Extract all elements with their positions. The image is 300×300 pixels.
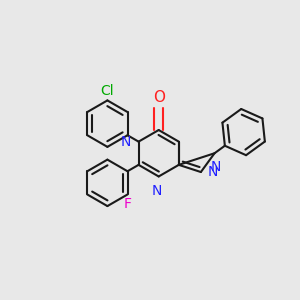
Text: N: N [211,160,221,174]
Text: N: N [121,135,131,148]
Text: O: O [153,91,165,106]
Text: Cl: Cl [100,84,114,98]
Text: N: N [208,165,218,179]
Text: F: F [124,197,131,211]
Text: N: N [152,184,162,198]
